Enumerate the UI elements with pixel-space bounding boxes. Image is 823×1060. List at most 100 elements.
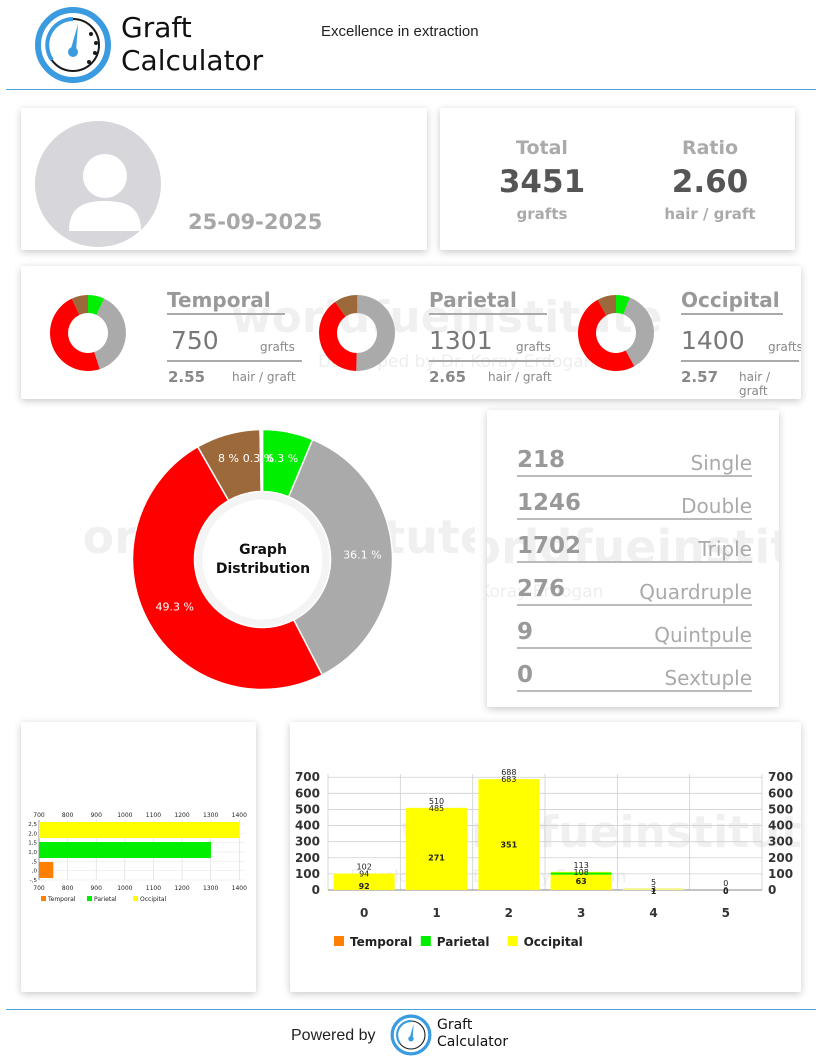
type-rule (517, 604, 752, 606)
bar-occipital (39, 822, 240, 838)
x-tick-bottom: 1200 (174, 885, 189, 892)
graft-type-row-sextuple: 0 Sextuple (517, 652, 752, 692)
bar-occipital (333, 875, 395, 890)
y-tick-right: 300 (768, 835, 793, 849)
bar-label-parietal: 683 (501, 775, 516, 784)
graft-type-row-double: 1246 Double (517, 480, 752, 520)
y-tick-right: 400 (768, 819, 793, 833)
graft-type-row-quintuple: 9 Quintpule (517, 609, 752, 649)
y-tick: 1,5 (28, 841, 37, 847)
bar-occipital-sliver (623, 888, 684, 890)
parietal-grafts-count: 1301 (429, 326, 493, 355)
temporal-grafts-count: 750 (171, 326, 219, 355)
graft-types-card: worldfueinstitute Developed by Dr. Koray… (487, 410, 779, 707)
type-rule (517, 647, 752, 649)
horizontal-bar-chart: 700 700 800 800 900 900 1000 1000 1100 1100 1200 12… (28, 812, 247, 903)
donut-slice-double (623, 297, 654, 367)
x-tick: 1 (432, 906, 440, 920)
donut-slice-quadruple (597, 295, 616, 316)
occipital-name-rule (681, 313, 783, 315)
type-name: Quardruple (639, 580, 752, 604)
x-tick: 5 (722, 906, 730, 920)
x-tick-bottom: 700 (33, 885, 45, 892)
footer-logo-line2: Calculator (437, 1034, 509, 1050)
y-tick: -,5 (30, 878, 38, 884)
profile-card: 25-09-2025 (21, 108, 427, 250)
type-rule (517, 475, 752, 477)
logo-line-graft: Graft (121, 11, 192, 44)
y-tick: 2,0 (28, 831, 37, 837)
distribution-label-quadruple: 8 % (218, 452, 239, 465)
parietal-donut-chart (319, 295, 395, 371)
x-tick: 2 (505, 906, 513, 920)
ratio-unit: hair / graft (664, 205, 756, 223)
x-tick-bottom: 900 (90, 885, 102, 892)
donut-slice-single (357, 295, 358, 314)
report-date: 25-09-2025 (188, 210, 323, 234)
type-count: 1702 (517, 533, 582, 559)
legend-label-occipital: Occipital (140, 896, 166, 903)
legend-swatch-parietal (87, 896, 92, 901)
types-watermark-subtext: Developed by Dr. Koray Erdogan (487, 582, 604, 602)
x-tick-bottom: 1100 (146, 885, 161, 892)
x-tick-bottom: 800 (62, 885, 74, 892)
donut-slice-single (616, 295, 630, 315)
totals-card: Total 3451 grafts Ratio 2.60 hair / graf… (440, 108, 795, 250)
total-label: Total (516, 137, 568, 159)
y-tick-left: 0 (312, 883, 320, 897)
ratio-label: Ratio (681, 137, 739, 159)
y-tick: 1,0 (28, 850, 37, 856)
y-tick-right: 0 (768, 883, 776, 897)
type-name: Triple (698, 537, 752, 561)
bar-label-parietal: 3 (651, 885, 656, 894)
occipital-region-name: Occipital (681, 288, 780, 312)
legend-label-parietal: Parietal (437, 935, 490, 949)
bar-label-occipital: 271 (428, 853, 445, 862)
occipital-ratio-unit: hair / graft (739, 370, 771, 398)
y-tick-left: 200 (295, 851, 320, 865)
distribution-label-single: 6.3 % (267, 452, 298, 465)
donut-slice-double (94, 298, 126, 370)
legend-label-parietal: Parietal (94, 896, 117, 903)
graft-calculator-logo-icon (35, 7, 111, 83)
parietal-ratio-unit: hair / graft (488, 370, 552, 384)
donut-slice-double (356, 295, 395, 371)
type-count: 1246 (517, 490, 582, 516)
bar-occipital (550, 879, 612, 890)
total-unit: grafts (516, 205, 568, 223)
footer-logo-icon (390, 1014, 432, 1056)
y-tick: ,0 (32, 869, 38, 875)
tagline: Excellence in extraction (321, 23, 479, 40)
donut-slice-triple (49, 298, 100, 371)
x-tick: 4 (649, 906, 657, 920)
parietal-region-name: Parietal (429, 288, 517, 312)
type-count: 9 (517, 619, 534, 645)
bar-label-occipital: 63 (576, 877, 587, 886)
donut-slice-triple (578, 299, 635, 371)
x-tick-top: 800 (62, 812, 74, 819)
x-tick-top: 1100 (146, 812, 161, 819)
donut-slice-quadruple (71, 295, 88, 315)
donut-hole (202, 499, 323, 620)
legend-label-occipital: Occipital (524, 935, 583, 949)
powered-by-text: Powered by (291, 1027, 376, 1044)
bar-label-temporal: 688 (501, 768, 516, 777)
bar-occipital (478, 833, 540, 890)
donut-slice-quadruple (335, 295, 357, 317)
temporal-donut-chart (49, 295, 126, 371)
horizontal-bar-card: 700 700 800 800 900 900 1000 1000 1100 1100 1200 12… (21, 722, 256, 992)
user-silhouette-icon[interactable] (35, 121, 161, 247)
legend-swatch-occipital (133, 896, 138, 901)
temporal-ratio: 2.55 (168, 368, 206, 386)
type-rule (517, 518, 752, 520)
distribution-label-quintuple: 0.3 % (243, 452, 274, 465)
occipital-count-rule (681, 360, 799, 362)
bar-label-occipital: 0 (723, 887, 729, 896)
x-tick-top: 1300 (203, 812, 218, 819)
parietal-count-rule (429, 360, 554, 362)
bar-occipital (406, 846, 467, 890)
x-tick-bottom: 1400 (232, 885, 247, 892)
y-tick-right: 600 (768, 786, 793, 800)
